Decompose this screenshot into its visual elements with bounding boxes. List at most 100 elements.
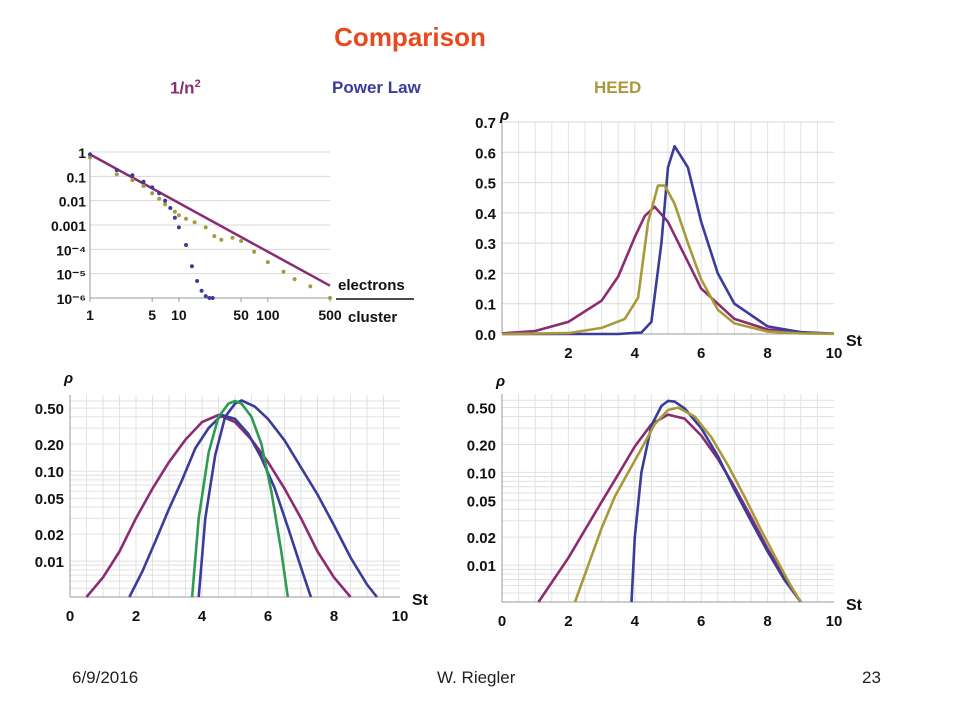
y-tick-label: 0.001 <box>51 218 86 234</box>
y-tick-label: 10⁻⁵ <box>56 267 86 283</box>
data-point-heed <box>230 235 235 240</box>
data-point-1n2 <box>184 243 188 247</box>
y-tick-label: 0.4 <box>475 206 497 223</box>
data-point-1n2 <box>203 294 208 299</box>
y-tick-label: 0.2 <box>475 266 496 283</box>
series-line-1 <box>501 205 835 335</box>
y-tick-label: 0.7 <box>475 115 496 132</box>
data-point-heed <box>157 196 162 201</box>
x-tick-label: 6 <box>264 608 272 625</box>
data-point-1n2 <box>163 198 168 203</box>
y-tick-label: 0.50 <box>35 401 64 418</box>
x-axis-label: St <box>846 597 863 614</box>
data-point-1n2 <box>150 185 155 190</box>
x-tick-label: 10 <box>826 345 843 358</box>
data-point-1n2 <box>168 206 173 210</box>
x-tick-label: 2 <box>132 608 140 625</box>
data-point-heed <box>252 249 257 254</box>
footer-author: W. Riegler <box>437 668 516 687</box>
data-point-heed <box>212 234 217 239</box>
data-point-heed <box>292 277 297 282</box>
x-tick-label: 4 <box>631 345 640 358</box>
series-line-3 <box>501 184 835 336</box>
data-point-heed <box>281 269 286 274</box>
data-point-heed <box>203 225 208 230</box>
y-tick-label: 0.3 <box>475 236 496 253</box>
data-point-heed <box>192 220 197 225</box>
data-point-1n2 <box>207 296 212 300</box>
data-point-heed <box>239 239 244 243</box>
legend-n2-sup: 2 <box>194 78 201 90</box>
x-tick-label: 1 <box>86 307 94 323</box>
data-point-heed <box>130 178 135 183</box>
series-line-1 <box>537 413 802 603</box>
x-tick-label: 6 <box>697 345 705 358</box>
y-tick-label: 0.1 <box>475 297 496 314</box>
data-point-1n2 <box>210 296 215 300</box>
x-tick-label: 100 <box>256 307 280 323</box>
data-point-1n2 <box>189 264 194 269</box>
data-point-1n2 <box>157 191 162 196</box>
y-axis-label: ρ <box>495 373 505 390</box>
power-law-line <box>89 153 331 287</box>
y-tick-label: 10⁻⁴ <box>56 242 86 258</box>
data-point-1n2 <box>199 288 204 293</box>
x-axis-label: St <box>846 333 863 350</box>
y-tick-label: 10⁻⁶ <box>57 291 86 307</box>
y-tick-label: 0.01 <box>467 558 496 575</box>
series-line-2 <box>630 399 802 603</box>
data-point-1n2 <box>195 279 200 283</box>
y-axis-label: ρ <box>499 108 509 124</box>
data-point-1n2 <box>130 173 135 178</box>
y-tick-label: 0.02 <box>467 530 496 547</box>
x-tick-label: 50 <box>233 307 249 323</box>
x-label-top: electrons <box>338 277 405 294</box>
y-tick-label: 0.10 <box>35 464 64 481</box>
x-tick-label: 0 <box>498 613 506 630</box>
y-tick-label: 0.02 <box>35 527 64 544</box>
x-tick-label: 4 <box>198 608 207 625</box>
x-label-bottom: cluster <box>348 309 397 326</box>
y-tick-label: 0.0 <box>475 327 496 344</box>
series-line-2 <box>502 144 835 336</box>
series-line-3 <box>573 406 802 603</box>
data-point-heed <box>172 209 177 214</box>
data-point-1n2 <box>176 225 181 230</box>
y-axis-label: ρ <box>63 370 73 387</box>
data-point-heed <box>328 296 332 300</box>
data-point-heed <box>219 237 224 242</box>
y-tick-label: 0.01 <box>59 194 86 210</box>
data-point-heed <box>114 172 119 177</box>
data-point-heed <box>150 191 155 196</box>
x-tick-label: 6 <box>697 613 705 630</box>
slide-title: Comparison <box>334 22 486 52</box>
x-tick-label: 0 <box>66 608 74 625</box>
x-tick-label: 2 <box>564 345 572 358</box>
x-axis-label: St <box>412 592 429 609</box>
y-tick-label: 0.01 <box>35 554 64 571</box>
legend-n2: 1/n2 <box>170 78 201 99</box>
y-tick-label: 0.1 <box>67 169 87 185</box>
footer-page-number: 23 <box>862 668 881 687</box>
data-point-heed <box>163 202 168 207</box>
series-line-2 <box>128 413 313 598</box>
legend-heed: HEED <box>594 78 642 97</box>
x-tick-label: 10 <box>171 307 187 323</box>
y-tick-label: 0.20 <box>467 437 496 454</box>
data-point-heed <box>308 284 313 289</box>
series-line-4 <box>190 399 290 598</box>
y-tick-label: 0.05 <box>467 493 496 510</box>
y-tick-label: 0.05 <box>35 491 64 508</box>
x-tick-label: 8 <box>763 345 771 358</box>
data-point-1n2 <box>172 215 177 220</box>
data-point-1n2 <box>114 168 119 173</box>
x-tick-label: 10 <box>826 613 843 630</box>
legend-power-law: Power Law <box>332 78 421 97</box>
y-tick-label: 0.5 <box>475 176 496 193</box>
data-point-1n2 <box>88 152 92 157</box>
y-tick-label: 0.20 <box>35 437 64 454</box>
legend-n2-label: 1/n <box>170 78 195 98</box>
